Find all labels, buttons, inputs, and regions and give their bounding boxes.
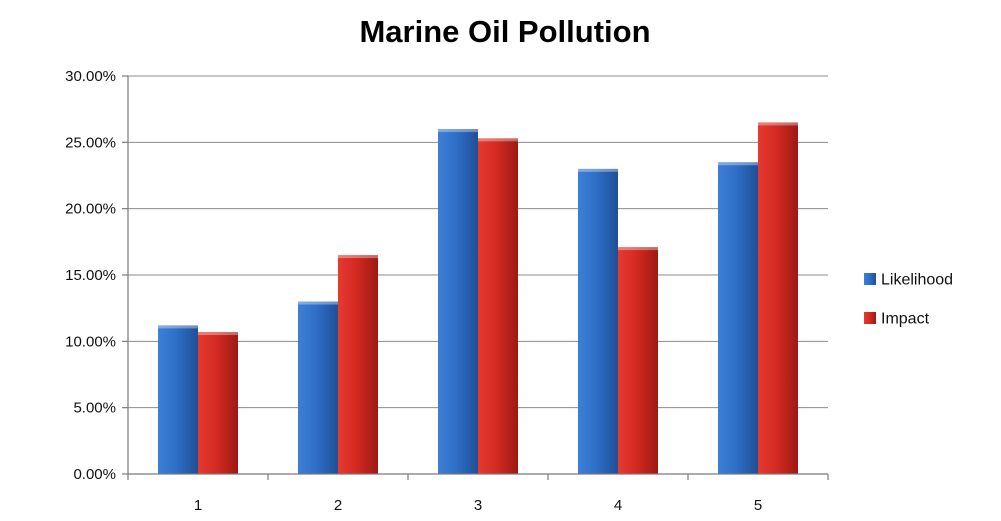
bar-highlight bbox=[618, 247, 658, 251]
bar-highlight bbox=[578, 168, 618, 172]
x-tick-label: 1 bbox=[194, 497, 202, 514]
bar-rect bbox=[338, 255, 378, 474]
y-tick-label: 25.00% bbox=[65, 134, 116, 151]
bar-rect bbox=[718, 162, 758, 474]
bar-rect bbox=[618, 247, 658, 474]
bar-impact-1 bbox=[198, 332, 238, 474]
bar-impact-4 bbox=[618, 247, 658, 474]
y-axis-ticks: 0.00% 5.00% 10.00% 15.00% 20.00% 25.00% 30.00% bbox=[65, 68, 128, 483]
bar-highlight bbox=[158, 325, 198, 329]
chart-title: Marine Oil Pollution bbox=[359, 14, 650, 49]
bar-likelihood-5 bbox=[718, 162, 758, 474]
y-tick-label: 15.00% bbox=[65, 267, 116, 284]
bar-rect bbox=[298, 301, 338, 474]
x-tick-label: 5 bbox=[754, 497, 762, 514]
y-tick-label: 0.00% bbox=[73, 466, 116, 483]
bar-likelihood-2 bbox=[298, 301, 338, 474]
bar-highlight bbox=[478, 138, 518, 142]
bar-rect bbox=[438, 129, 478, 475]
x-tick-label: 4 bbox=[614, 497, 622, 514]
bar-highlight bbox=[758, 122, 798, 126]
bar-impact-5 bbox=[758, 122, 798, 474]
bar-impact-3 bbox=[478, 138, 518, 474]
y-tick-label: 20.00% bbox=[65, 201, 116, 218]
x-axis-ticks: 1 2 3 4 5 bbox=[127, 474, 829, 514]
y-tick-label: 30.00% bbox=[65, 68, 116, 85]
bar-rect bbox=[158, 325, 198, 474]
y-tick-label: 10.00% bbox=[65, 333, 116, 350]
legend-swatch bbox=[864, 273, 876, 285]
bars bbox=[158, 122, 798, 475]
bar-impact-2 bbox=[338, 255, 378, 474]
bar-likelihood-4 bbox=[578, 168, 618, 474]
legend-label: Likelihood bbox=[881, 272, 953, 289]
legend-item-impact: Impact bbox=[864, 311, 930, 328]
bar-likelihood-3 bbox=[438, 129, 478, 475]
bar-highlight bbox=[438, 129, 478, 133]
bar-rect bbox=[478, 138, 518, 474]
bar-rect bbox=[198, 332, 238, 474]
bar-highlight bbox=[298, 301, 338, 305]
x-tick-label: 3 bbox=[474, 497, 482, 514]
x-tick-label: 2 bbox=[334, 497, 342, 514]
bar-highlight bbox=[718, 162, 758, 166]
bar-highlight bbox=[338, 255, 378, 259]
y-tick-label: 5.00% bbox=[73, 400, 116, 417]
bar-likelihood-1 bbox=[158, 325, 198, 474]
bar-rect bbox=[578, 168, 618, 474]
legend-label: Impact bbox=[881, 311, 930, 328]
legend: Likelihood Impact bbox=[864, 272, 953, 328]
bar-highlight bbox=[198, 332, 238, 336]
bar-rect bbox=[758, 122, 798, 474]
legend-item-likelihood: Likelihood bbox=[864, 272, 953, 289]
legend-swatch bbox=[864, 312, 876, 324]
